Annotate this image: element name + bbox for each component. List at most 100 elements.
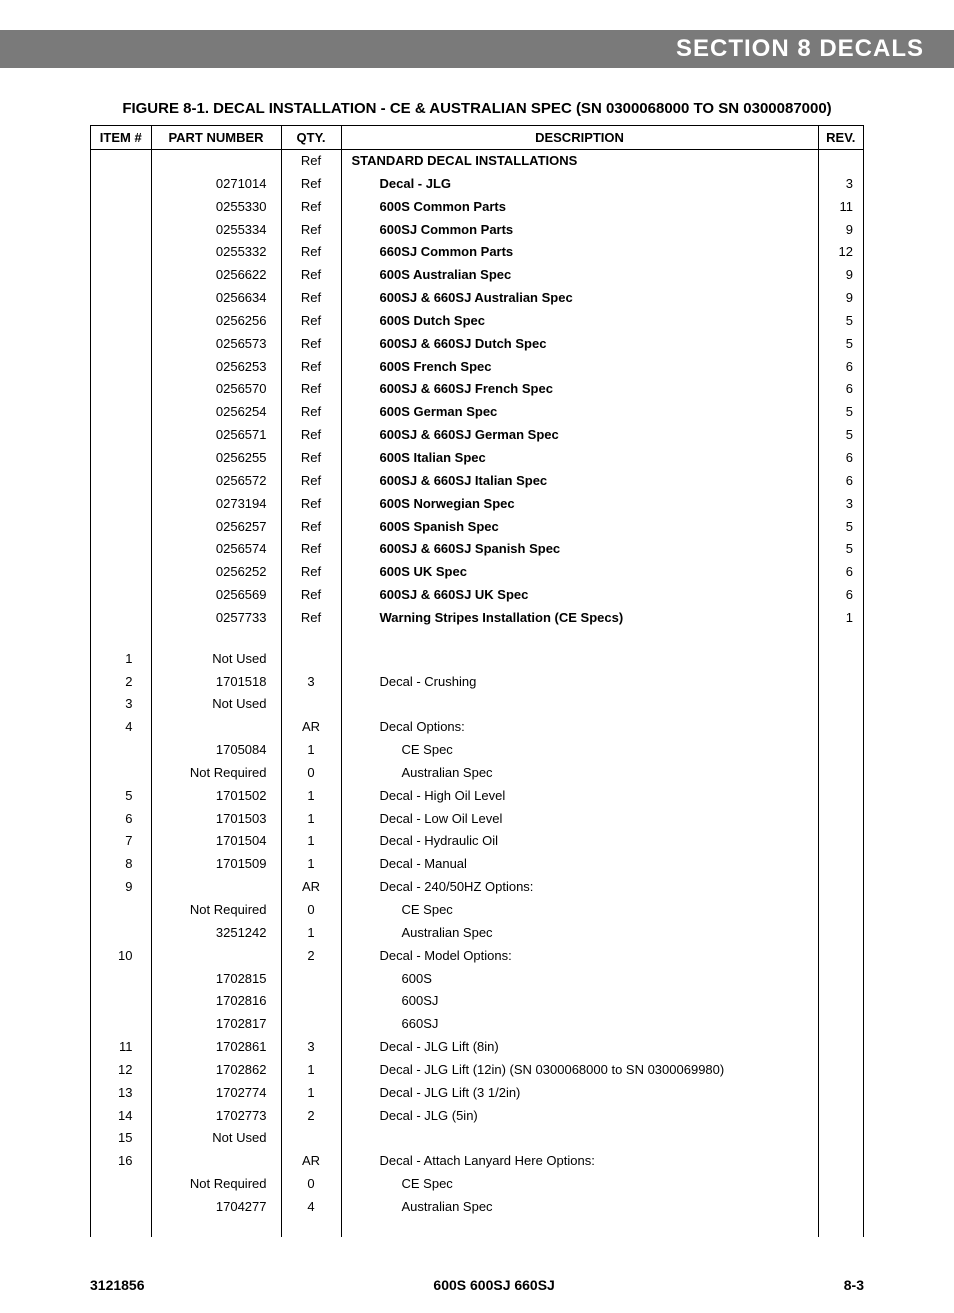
cell: 660SJ <box>341 1013 818 1036</box>
cell: 1702773 <box>151 1105 281 1128</box>
cell: 9 <box>818 287 863 310</box>
col-rev-header: REV. <box>818 126 863 150</box>
cell: 1701518 <box>151 671 281 694</box>
cell <box>91 173 151 196</box>
cell: 0 <box>281 899 341 922</box>
cell <box>818 968 863 991</box>
table-row: 0255330Ref600S Common Parts11 <box>91 196 863 219</box>
cell <box>818 1082 863 1105</box>
cell: 600S UK Spec <box>341 561 818 584</box>
table-row: 0256573Ref600SJ & 660SJ Dutch Spec5 <box>91 333 863 356</box>
cell: 600S French Spec <box>341 356 818 379</box>
cell: Decal Options: <box>341 716 818 739</box>
cell: Ref <box>281 470 341 493</box>
cell: 1702774 <box>151 1082 281 1105</box>
cell: Ref <box>281 378 341 401</box>
cell: 8 <box>91 853 151 876</box>
col-item-header: ITEM # <box>91 126 151 150</box>
cell: 1702862 <box>151 1059 281 1082</box>
table-row: 1702817660SJ <box>91 1013 863 1036</box>
cell <box>818 739 863 762</box>
cell <box>91 607 151 630</box>
cell <box>91 333 151 356</box>
cell: Not Required <box>151 899 281 922</box>
cell <box>818 945 863 968</box>
cell <box>91 310 151 333</box>
cell <box>818 876 863 899</box>
cell: 1 <box>281 830 341 853</box>
section-header-bar: SECTION 8 DECALS <box>0 30 954 68</box>
cell: 5 <box>818 424 863 447</box>
figure-title: FIGURE 8-1. DECAL INSTALLATION - CE & AU… <box>90 98 864 119</box>
cell: 0256252 <box>151 561 281 584</box>
cell <box>818 671 863 694</box>
cell <box>281 648 341 671</box>
table-row: 717015041Decal - Hydraulic Oil <box>91 830 863 853</box>
cell: Ref <box>281 561 341 584</box>
cell: 1 <box>281 1059 341 1082</box>
cell: Not Used <box>151 648 281 671</box>
cell: Ref <box>281 493 341 516</box>
cell <box>818 762 863 785</box>
cell <box>91 424 151 447</box>
cell <box>91 241 151 264</box>
cell <box>818 785 863 808</box>
cell: Ref <box>281 264 341 287</box>
cell <box>151 716 281 739</box>
cell: Ref <box>281 356 341 379</box>
cell <box>818 1059 863 1082</box>
cell: 0256571 <box>151 424 281 447</box>
cell: 600SJ Common Parts <box>341 219 818 242</box>
cell <box>91 493 151 516</box>
cell: 9 <box>818 264 863 287</box>
cell: 1702815 <box>151 968 281 991</box>
cell: Decal - Crushing <box>341 671 818 694</box>
cell <box>91 196 151 219</box>
cell: Ref <box>281 219 341 242</box>
cell: 4 <box>91 716 151 739</box>
table-row: 0256254Ref600S German Spec5 <box>91 401 863 424</box>
cell: Decal - JLG (5in) <box>341 1105 818 1128</box>
cell: 0273194 <box>151 493 281 516</box>
cell: 0257733 <box>151 607 281 630</box>
cell: 1 <box>281 785 341 808</box>
cell: 6 <box>818 447 863 470</box>
cell: Decal - 240/50HZ Options: <box>341 876 818 899</box>
cell: AR <box>281 876 341 899</box>
page-footer: 3121856 600S 600SJ 660SJ 8-3 <box>90 1277 864 1293</box>
cell <box>818 899 863 922</box>
cell: STANDARD DECAL INSTALLATIONS <box>341 150 818 173</box>
cell <box>818 693 863 716</box>
cell: 0 <box>281 762 341 785</box>
table-row <box>91 1219 863 1237</box>
cell <box>818 1127 863 1150</box>
cell: Ref <box>281 333 341 356</box>
cell: 13 <box>91 1082 151 1105</box>
cell: 1 <box>281 739 341 762</box>
table-row: 817015091Decal - Manual <box>91 853 863 876</box>
cell <box>91 287 151 310</box>
table-row: 0256569Ref600SJ & 660SJ UK Spec6 <box>91 584 863 607</box>
cell <box>818 922 863 945</box>
cell: 0256570 <box>151 378 281 401</box>
cell: Decal - Low Oil Level <box>341 808 818 831</box>
table-row: 0256253Ref600S French Spec6 <box>91 356 863 379</box>
table-row: 0273194Ref600S Norwegian Spec3 <box>91 493 863 516</box>
cell <box>91 922 151 945</box>
cell: 600SJ & 660SJ Italian Spec <box>341 470 818 493</box>
cell <box>91 150 151 173</box>
cell <box>91 378 151 401</box>
table-row: 1702815600S <box>91 968 863 991</box>
cell: 11 <box>818 196 863 219</box>
table-row: 0256257Ref600S Spanish Spec5 <box>91 516 863 539</box>
cell <box>91 584 151 607</box>
cell: 14 <box>91 1105 151 1128</box>
cell: 1701503 <box>151 808 281 831</box>
cell: 0 <box>281 1173 341 1196</box>
cell: Ref <box>281 310 341 333</box>
cell: 1704277 <box>151 1196 281 1219</box>
cell: 1 <box>281 922 341 945</box>
col-part-header: PART NUMBER <box>151 126 281 150</box>
cell: 2 <box>281 945 341 968</box>
cell <box>281 990 341 1013</box>
